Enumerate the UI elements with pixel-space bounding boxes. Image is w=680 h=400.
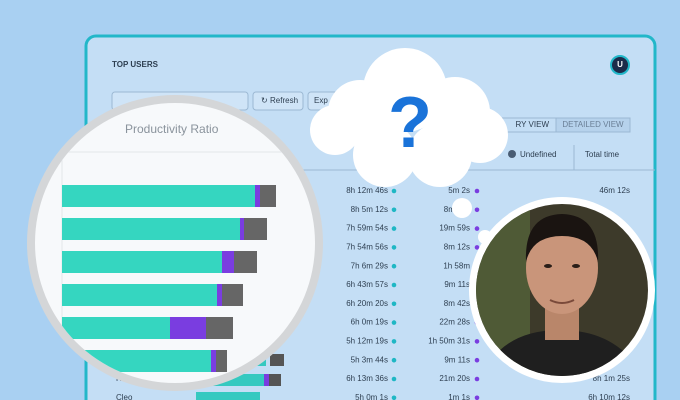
bar-segment [222,284,243,306]
productive-dot [391,339,397,344]
bar-segment [264,374,269,386]
productive-time: 6h 0m 19s [351,318,388,327]
hair [525,214,599,262]
unproductive-time: 1h 58m [443,261,470,270]
unproductive-time: 19m 59s [439,224,470,233]
bar-segment [270,354,284,366]
productive-dot [391,282,397,288]
thought-cloud: ? [310,48,508,244]
productive-time: 7h 6m 29s [351,261,388,270]
face [526,222,598,314]
question-mark: ? [388,83,432,163]
card-title: TOP USERS [112,60,159,69]
productive-dot [391,395,397,400]
bar-segment [62,218,240,240]
productive-time: 7h 54m 56s [346,243,388,252]
total-time: 46m 12s [599,186,630,195]
bar-segment [62,284,217,306]
unproductive-time: 1h 50m 31s [428,337,470,346]
bar-segment [196,392,260,400]
bar-segment [211,350,216,372]
productive-time: 5h 12m 19s [346,337,388,346]
productive-time: 6h 13m 36s [346,374,388,383]
productive-dot [391,263,397,269]
bar-segment [62,185,255,207]
unproductive-time: 1m 1s [448,393,470,400]
unproductive-dot [474,207,480,213]
magnifier-title: Productivity Ratio [125,122,219,136]
productive-time: 7h 59m 54s [346,224,388,233]
bar-segment [62,251,222,273]
unproductive-dot [474,376,480,382]
bar-segment [206,317,233,339]
bar-segment [269,374,281,386]
magnifier: Productivity Ratio [27,95,323,391]
total-time: 8h 1m 25s [593,374,630,383]
unproductive-time: 22m 28s [439,318,470,327]
eye [572,264,580,268]
productive-dot [391,245,397,250]
productive-time: 8h 5m 12s [351,205,388,214]
refresh-label: Refresh [270,96,298,105]
avatar[interactable] [610,55,630,75]
unproductive-dot [474,188,480,194]
bar-segment [62,317,170,339]
bar-segment [217,284,222,306]
productive-time: 5h 3m 44s [351,355,388,364]
refresh-icon: ↻ [261,96,268,105]
mouth [549,299,575,304]
user-photo [469,197,655,383]
bar-segment [216,350,227,372]
productive-dot [391,357,397,363]
magnifier-lens [35,103,315,383]
unproductive-time: 9m 11s [444,280,470,289]
unproductive-dot [474,357,480,363]
unproductive-time: 5m 2s [448,186,470,195]
bar-segment [170,317,206,339]
bar-segment [222,251,234,273]
productive-dot [391,188,397,194]
total-time: 6h 10m 12s [588,393,630,400]
productive-time: 6h 20m 20s [346,299,388,308]
eye [544,264,552,268]
cloud-puff [408,123,472,187]
unproductive-time: 8m 12s [444,243,470,252]
bar-segment [234,251,257,273]
unproductive-dot [474,245,480,250]
undefined-header: Undefined [520,150,556,159]
unproductive-dot [474,395,480,400]
productive-dot [391,207,397,213]
unproductive-time: 8m 42s [444,299,470,308]
unproductive-dot [474,339,480,344]
cloud-puff [353,123,417,187]
detailed-tab-label: DETAILED VIEW [562,120,624,129]
refresh-button[interactable] [252,91,304,111]
bar-segment [255,185,260,207]
productive-dot [391,320,397,325]
help-icon[interactable] [508,150,516,158]
bar-segment [260,185,276,207]
unproductive-time: 21m 20s [439,374,470,383]
productive-dot [391,226,397,231]
export-label: Exp [314,96,328,105]
productive-dot [391,376,397,382]
productive-time: 5h 0m 1s [355,393,388,400]
detailed-tab[interactable] [555,117,631,133]
total-header: Total time [585,150,620,159]
thought-dot [452,198,472,218]
productive-time: 8h 12m 46s [346,186,388,195]
cloud-puff [310,105,360,155]
unproductive-time: 9m 11s [444,355,470,364]
bar-segment [240,218,244,240]
productive-time: 6h 43m 57s [346,280,388,289]
unproductive-dot [474,226,480,231]
productive-dot [391,301,397,307]
bar-segment [244,218,267,240]
user-name: Cleo [116,393,133,400]
avatar-letter: U [617,60,623,69]
summary-tab-label: RY VIEW [516,120,550,129]
